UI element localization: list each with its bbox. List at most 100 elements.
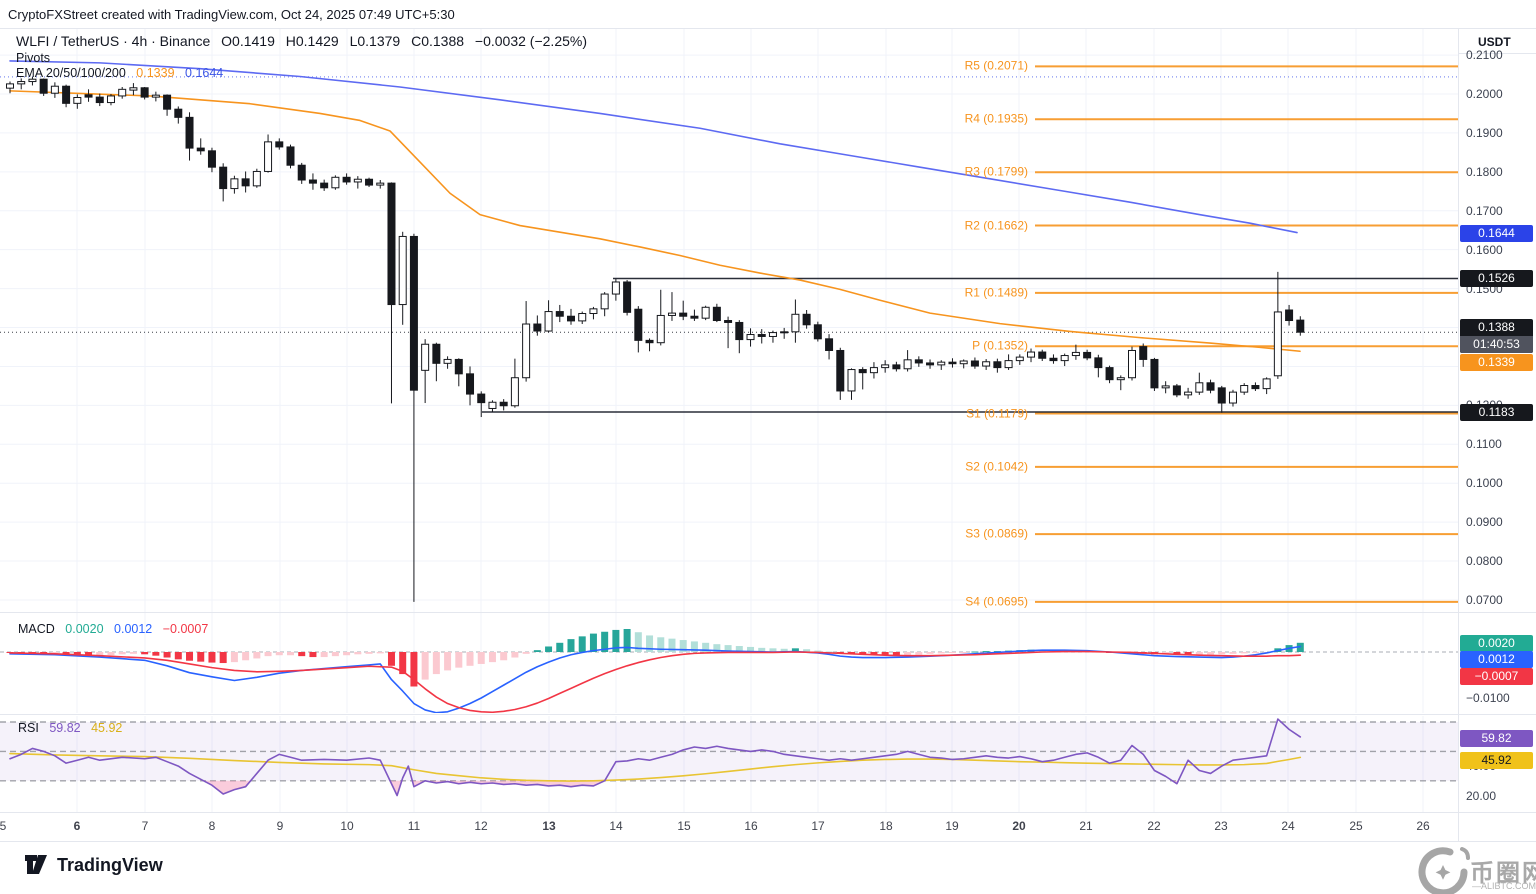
ema-50-line[interactable] [9, 90, 1301, 353]
macd-hist-bar [533, 650, 541, 652]
candle-body [589, 308, 598, 315]
candle-body [645, 339, 654, 344]
macd-hist-bar [118, 652, 126, 655]
divider-price-scale[interactable] [1458, 28, 1459, 841]
time-tick-23: 23 [1214, 819, 1228, 833]
tradingview-logo[interactable]: TradingView [25, 852, 163, 878]
ema-200-line[interactable] [9, 60, 1298, 234]
macd-badge: 0.0012 [1460, 651, 1533, 668]
pivot-label-r1: R1 (0.1489) [964, 285, 1028, 300]
time-tick-16: 16 [744, 819, 758, 833]
macd-badge: −0.0007 [1460, 667, 1533, 685]
candle-body [365, 178, 374, 186]
pivot-label-r3: R3 (0.1799) [964, 164, 1028, 179]
candle-body [477, 393, 486, 404]
macd-hist-bar [612, 629, 620, 652]
candle-body [1083, 351, 1092, 359]
macd-hist-bar [634, 632, 642, 652]
time-tick-10: 10 [340, 819, 354, 833]
candle-body [331, 176, 340, 189]
time-tick-20: 20 [1012, 819, 1026, 833]
candle-body [118, 88, 127, 97]
macd-hist-bar [926, 652, 934, 654]
candle-body [780, 331, 789, 334]
macd-hist-bar [51, 652, 59, 654]
macd-hist-bar [230, 652, 238, 663]
macd-hist-bar [186, 652, 194, 661]
candle-body [1251, 385, 1260, 390]
candle-body [1128, 349, 1136, 379]
macd-hist-bar [1207, 652, 1215, 655]
candle-body [970, 360, 979, 367]
macd-hist-bar [1218, 652, 1226, 655]
macd-pane[interactable] [0, 613, 1458, 714]
macd-hist-bar [758, 647, 766, 652]
pivot-label-r5: R5 (0.2071) [964, 59, 1028, 74]
candle-body [1015, 356, 1024, 362]
macd-hist-bar [522, 652, 530, 654]
candle-body [578, 313, 587, 322]
price-scale-currency[interactable]: USDT [1478, 35, 1511, 49]
price-tick: 0.1900 [1466, 125, 1503, 140]
price-tick: 0.1700 [1466, 203, 1503, 218]
macd-hist-bar [219, 652, 227, 664]
macd-hist-bar [713, 644, 721, 652]
candle-body [106, 95, 115, 104]
ohlc-open: O0.1419 [221, 33, 275, 49]
rsi-tick: 20.00 [1466, 788, 1497, 803]
candle-body [1150, 358, 1159, 389]
divider-top [0, 28, 1536, 29]
time-tick-24: 24 [1281, 819, 1295, 833]
price-tick: 0.2000 [1466, 87, 1503, 101]
rsi-pane[interactable] [0, 600, 1458, 812]
ema-slow-value: 0.1644 [185, 66, 224, 80]
tradingview-logo-text: TradingView [57, 854, 163, 875]
candle-body [398, 235, 407, 306]
price-badge-0.1526: 0.1526 [1460, 270, 1533, 287]
price-tick: 0.1100 [1466, 437, 1502, 452]
candle-body [690, 315, 699, 319]
candle-body [409, 235, 418, 391]
candle-body [275, 141, 284, 148]
price-tick: 0.1800 [1466, 164, 1503, 179]
price-badge-0.1388: 0.1388 01:40:53 [1460, 319, 1533, 353]
candle-body [1071, 351, 1080, 357]
candle-body [499, 401, 508, 407]
macd-hist-bar [567, 639, 575, 652]
pivot-label-s4: S4 (0.0695) [965, 594, 1028, 609]
macd-hist-bar [331, 652, 339, 657]
macd-hist-bar [1296, 642, 1304, 652]
rsi-ma-value: 45.92 [91, 721, 123, 735]
macd-hist-bar [836, 652, 844, 653]
indicator-label-ema[interactable]: EMA 20/50/100/200 0.1339 0.1644 [16, 66, 230, 80]
rsi-ma-line[interactable] [9, 752, 1302, 782]
macd-hist-bar [690, 641, 698, 652]
macd-hist-bar [623, 629, 631, 652]
macd-hist-bar [1195, 652, 1203, 655]
price-badge-0.1644: 0.1644 [1460, 224, 1533, 242]
watermark-logo-icon [1418, 847, 1470, 894]
divider-macd-rsi[interactable] [0, 714, 1536, 715]
divider-main-macd[interactable] [0, 612, 1536, 613]
main-pane[interactable] [0, 29, 1458, 612]
rsi-line[interactable] [9, 718, 1302, 797]
macd-hist-bar [589, 633, 597, 652]
macd-legend[interactable]: MACD 0.0020 0.0012 −0.0007 [18, 622, 215, 636]
candle-body [241, 178, 250, 187]
macd-hist-bar [892, 652, 900, 656]
rsi-oversold-fill [203, 780, 1179, 796]
candle-body [993, 361, 1002, 369]
indicator-label-pivots[interactable]: Pivots [16, 51, 51, 65]
candle-body [1217, 387, 1226, 404]
candle-body [1285, 309, 1294, 322]
macd-hist-bar [848, 652, 855, 654]
macd-signal-line[interactable] [9, 650, 1302, 713]
macd-hist-bar [96, 652, 104, 656]
symbol-title[interactable]: WLFI / TetherUS · 4h · Binance [16, 33, 211, 49]
macd-hist-bar [511, 652, 519, 658]
macd-hist-bar [556, 642, 564, 652]
rsi-legend[interactable]: RSI 59.82 45.92 [18, 721, 129, 735]
ema-legend-title: EMA 20/50/100/200 [16, 66, 126, 80]
